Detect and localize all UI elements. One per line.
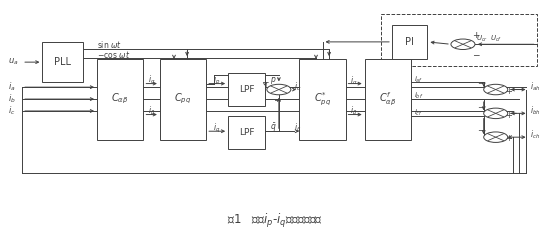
Bar (299, 59, 345, 140)
Text: $i_{cf}$: $i_{cf}$ (414, 108, 423, 118)
Text: $i_p$: $i_p$ (214, 74, 221, 87)
Bar (97, 59, 143, 140)
Text: $+$: $+$ (506, 86, 513, 96)
Text: $-$: $-$ (477, 101, 485, 110)
Text: $-\cos\,\omega t$: $-\cos\,\omega t$ (97, 49, 130, 60)
Bar (228, 73, 265, 106)
Text: $+$: $+$ (506, 110, 513, 120)
Text: 图1   基于$i_p$-$i_q$谐波检测原理: 图1 基于$i_p$-$i_q$谐波检测原理 (227, 212, 322, 230)
Bar (160, 59, 206, 140)
Text: $-$: $-$ (477, 77, 485, 86)
Text: $-$: $-$ (472, 49, 481, 58)
Text: $+$: $+$ (472, 30, 481, 40)
Text: $i_{\beta}$: $i_{\beta}$ (148, 104, 155, 118)
Bar (365, 59, 411, 140)
Text: $-$: $-$ (477, 125, 485, 134)
Text: $C_{\alpha\beta}$: $C_{\alpha\beta}$ (111, 92, 129, 106)
Text: $i_{\alpha}$: $i_{\alpha}$ (350, 74, 357, 87)
Bar (381, 14, 537, 66)
Text: $-$: $-$ (273, 94, 282, 103)
Text: $\sin\,\omega t$: $\sin\,\omega t$ (97, 39, 122, 50)
Text: $+$: $+$ (506, 133, 513, 143)
Text: $i_\beta$: $i_\beta$ (294, 121, 301, 135)
Text: PI: PI (405, 37, 414, 47)
Text: $U_{cr}$: $U_{cr}$ (475, 34, 488, 44)
Text: $i_{bh}$: $i_{bh}$ (530, 104, 541, 117)
Text: LPF: LPF (239, 128, 254, 137)
Bar (228, 116, 265, 149)
Text: LPF: LPF (239, 85, 254, 94)
Circle shape (267, 84, 291, 95)
Text: $\bar{q}$: $\bar{q}$ (270, 122, 277, 134)
Text: $i_q$: $i_q$ (214, 121, 221, 135)
Text: $C_{\alpha\beta}^{f}$: $C_{\alpha\beta}^{f}$ (379, 90, 396, 108)
Text: $i_{ah}$: $i_{ah}$ (530, 80, 541, 93)
Text: $-$: $-$ (261, 76, 270, 85)
Text: $i_c$: $i_c$ (8, 105, 15, 117)
Bar (392, 25, 428, 59)
Circle shape (484, 108, 508, 119)
Text: PLL: PLL (54, 57, 71, 67)
Text: $i_b$: $i_b$ (8, 93, 16, 105)
Text: $\bar{p}$: $\bar{p}$ (270, 74, 277, 87)
Text: $i_\alpha$: $i_\alpha$ (294, 80, 301, 93)
Circle shape (451, 39, 475, 49)
Bar (42, 42, 83, 82)
Text: $i_{\beta}$: $i_{\beta}$ (350, 105, 357, 118)
Text: $i_a$: $i_a$ (8, 81, 15, 94)
Circle shape (484, 132, 508, 142)
Text: $i_{bf}$: $i_{bf}$ (414, 91, 424, 101)
Text: $C_{pq}^{*}$: $C_{pq}^{*}$ (313, 90, 331, 108)
Text: $i_{ch}$: $i_{ch}$ (530, 128, 540, 141)
Text: $C_{pq}$: $C_{pq}$ (175, 92, 192, 106)
Circle shape (484, 84, 508, 95)
Text: $u_a$: $u_a$ (8, 57, 19, 67)
Text: $i_{\alpha}$: $i_{\alpha}$ (148, 74, 155, 86)
Text: $i_{af}$: $i_{af}$ (414, 74, 424, 85)
Text: $U_{cf}$: $U_{cf}$ (490, 34, 502, 44)
